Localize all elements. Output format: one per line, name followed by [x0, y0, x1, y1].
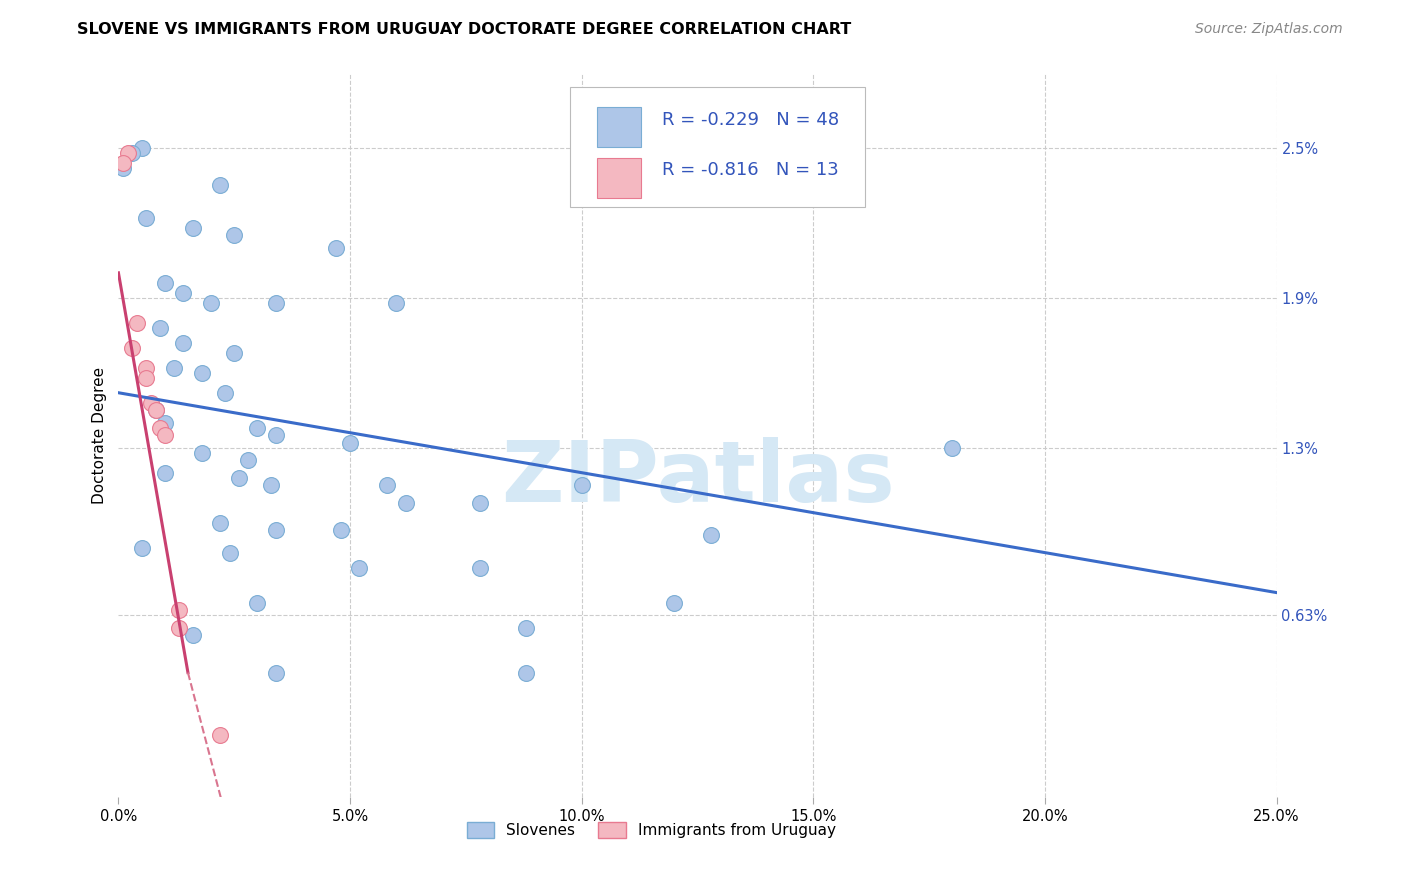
Point	[121, 145, 143, 160]
FancyBboxPatch shape	[569, 87, 866, 207]
Point	[385, 295, 408, 310]
Point	[172, 285, 194, 300]
Point	[117, 145, 139, 160]
Point	[181, 220, 204, 235]
Point	[236, 453, 259, 467]
Point	[664, 596, 686, 610]
Point	[135, 370, 157, 384]
Point	[571, 478, 593, 492]
Point	[181, 628, 204, 642]
Point	[209, 178, 232, 193]
Point	[153, 428, 176, 442]
Point	[468, 560, 491, 574]
Point	[145, 403, 167, 417]
Point	[209, 728, 232, 742]
Point	[149, 421, 172, 435]
Point	[468, 496, 491, 510]
Point	[246, 596, 269, 610]
Point	[163, 360, 186, 375]
Point	[228, 471, 250, 485]
Point	[172, 335, 194, 350]
Point	[260, 478, 283, 492]
Point	[209, 516, 232, 530]
Point	[339, 435, 361, 450]
Point	[153, 276, 176, 290]
Point	[167, 621, 190, 635]
Point	[125, 316, 148, 330]
Point	[139, 395, 162, 409]
Point	[224, 228, 246, 243]
Point	[112, 161, 135, 175]
Point	[941, 441, 963, 455]
Point	[131, 141, 153, 155]
Point	[145, 403, 167, 417]
Point	[264, 428, 287, 442]
Point	[700, 528, 723, 542]
Point	[121, 341, 143, 355]
Point	[246, 421, 269, 435]
Point	[131, 541, 153, 555]
Point	[135, 211, 157, 225]
FancyBboxPatch shape	[596, 158, 641, 198]
Text: ZIPatlas: ZIPatlas	[501, 437, 894, 520]
Text: R = -0.229   N = 48: R = -0.229 N = 48	[662, 111, 839, 128]
Point	[149, 320, 172, 334]
Point	[167, 603, 190, 617]
Y-axis label: Doctorate Degree: Doctorate Degree	[93, 367, 107, 504]
Point	[515, 665, 537, 680]
Point	[153, 466, 176, 480]
Text: SLOVENE VS IMMIGRANTS FROM URUGUAY DOCTORATE DEGREE CORRELATION CHART: SLOVENE VS IMMIGRANTS FROM URUGUAY DOCTO…	[77, 22, 852, 37]
Point	[200, 295, 222, 310]
Point	[191, 366, 214, 380]
Text: R = -0.816   N = 13: R = -0.816 N = 13	[662, 161, 838, 179]
Point	[515, 621, 537, 635]
Point	[214, 385, 236, 400]
Point	[325, 241, 347, 255]
Text: Source: ZipAtlas.com: Source: ZipAtlas.com	[1195, 22, 1343, 37]
Point	[264, 295, 287, 310]
Point	[224, 345, 246, 359]
FancyBboxPatch shape	[596, 107, 641, 147]
Point	[349, 560, 371, 574]
Point	[395, 496, 418, 510]
Legend: Slovenes, Immigrants from Uruguay: Slovenes, Immigrants from Uruguay	[460, 816, 842, 844]
Point	[329, 523, 352, 537]
Point	[135, 360, 157, 375]
Point	[191, 446, 214, 460]
Point	[153, 416, 176, 430]
Point	[375, 478, 398, 492]
Point	[264, 665, 287, 680]
Point	[218, 546, 240, 560]
Point	[264, 523, 287, 537]
Point	[112, 156, 135, 170]
